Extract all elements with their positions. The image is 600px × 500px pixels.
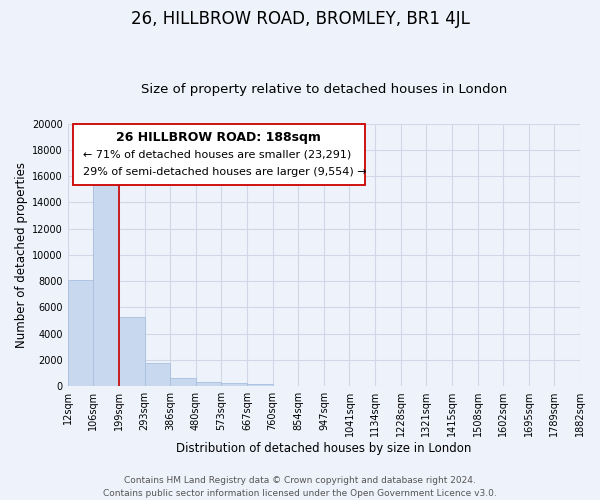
Bar: [196, 382, 221, 386]
Text: ← 71% of detached houses are smaller (23,291): ← 71% of detached houses are smaller (23…: [83, 150, 352, 160]
Bar: [94, 168, 119, 386]
Bar: [145, 363, 170, 386]
Title: Size of property relative to detached houses in London: Size of property relative to detached ho…: [141, 83, 507, 96]
Bar: [247, 384, 272, 386]
Text: 29% of semi-detached houses are larger (9,554) →: 29% of semi-detached houses are larger (…: [83, 167, 367, 177]
FancyBboxPatch shape: [73, 124, 365, 185]
Text: 26 HILLBROW ROAD: 188sqm: 26 HILLBROW ROAD: 188sqm: [116, 132, 322, 144]
Y-axis label: Number of detached properties: Number of detached properties: [15, 162, 28, 348]
Bar: [119, 316, 145, 386]
X-axis label: Distribution of detached houses by size in London: Distribution of detached houses by size …: [176, 442, 472, 455]
Text: Contains HM Land Registry data © Crown copyright and database right 2024.
Contai: Contains HM Land Registry data © Crown c…: [103, 476, 497, 498]
Bar: [68, 280, 94, 386]
Bar: [170, 378, 196, 386]
Bar: [221, 384, 247, 386]
Text: 26, HILLBROW ROAD, BROMLEY, BR1 4JL: 26, HILLBROW ROAD, BROMLEY, BR1 4JL: [131, 10, 469, 28]
